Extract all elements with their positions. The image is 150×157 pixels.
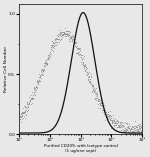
X-axis label: Purified CD209, with Isotype control
(1 ug/one sept): Purified CD209, with Isotype control (1 …	[44, 144, 118, 153]
Y-axis label: Relative Cell Number: Relative Cell Number	[4, 46, 8, 92]
